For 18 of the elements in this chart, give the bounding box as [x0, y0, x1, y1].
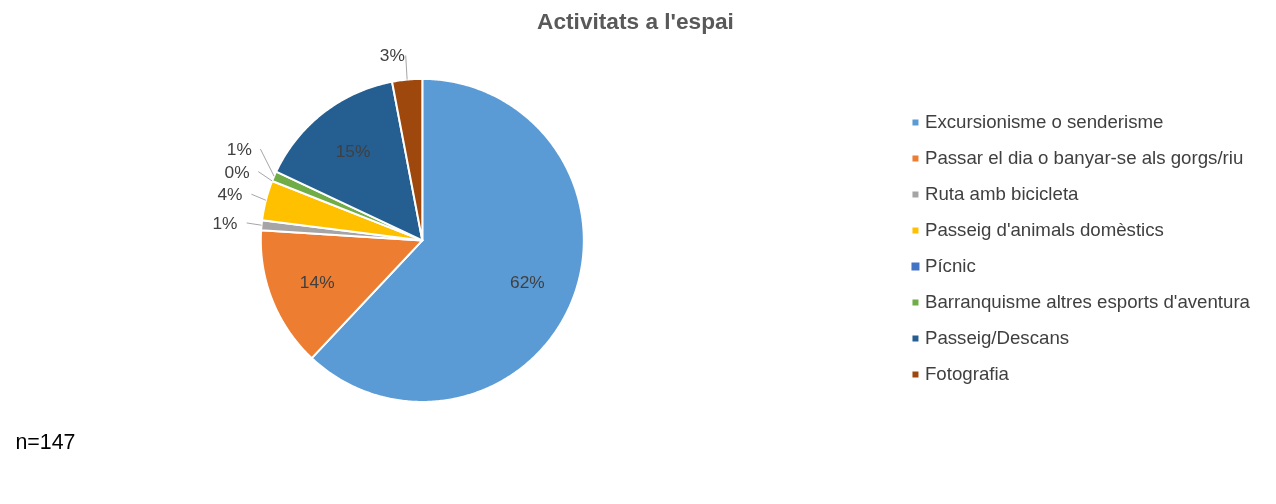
data-label: 1%: [212, 212, 238, 233]
legend-label: Passeig/Descans: [924, 327, 1070, 349]
chart-title: Activitats a l'espai: [537, 7, 734, 34]
data-label: 15%: [335, 141, 371, 162]
data-label: 14%: [299, 272, 335, 293]
legend-label: Barranquisme altres esports d'aventura: [924, 291, 1250, 313]
data-label: 4%: [217, 184, 243, 205]
legend-label: Excursionisme o senderisme: [924, 111, 1164, 133]
data-label: 62%: [510, 272, 545, 293]
data-label: 3%: [379, 45, 405, 66]
text: n=147: [15, 429, 76, 454]
legend-label: Passeig d'animals domèstics: [924, 219, 1164, 241]
data-label: 1%: [226, 138, 252, 159]
legend-label: Passar el dia o banyar-se als gorgs/riu: [924, 147, 1244, 169]
text: 0%: [224, 161, 250, 182]
legend-label: Pícnic: [924, 255, 976, 277]
legend-label: Ruta amb bicicleta: [924, 183, 1079, 205]
legend-label: Fotografia: [924, 363, 1009, 385]
